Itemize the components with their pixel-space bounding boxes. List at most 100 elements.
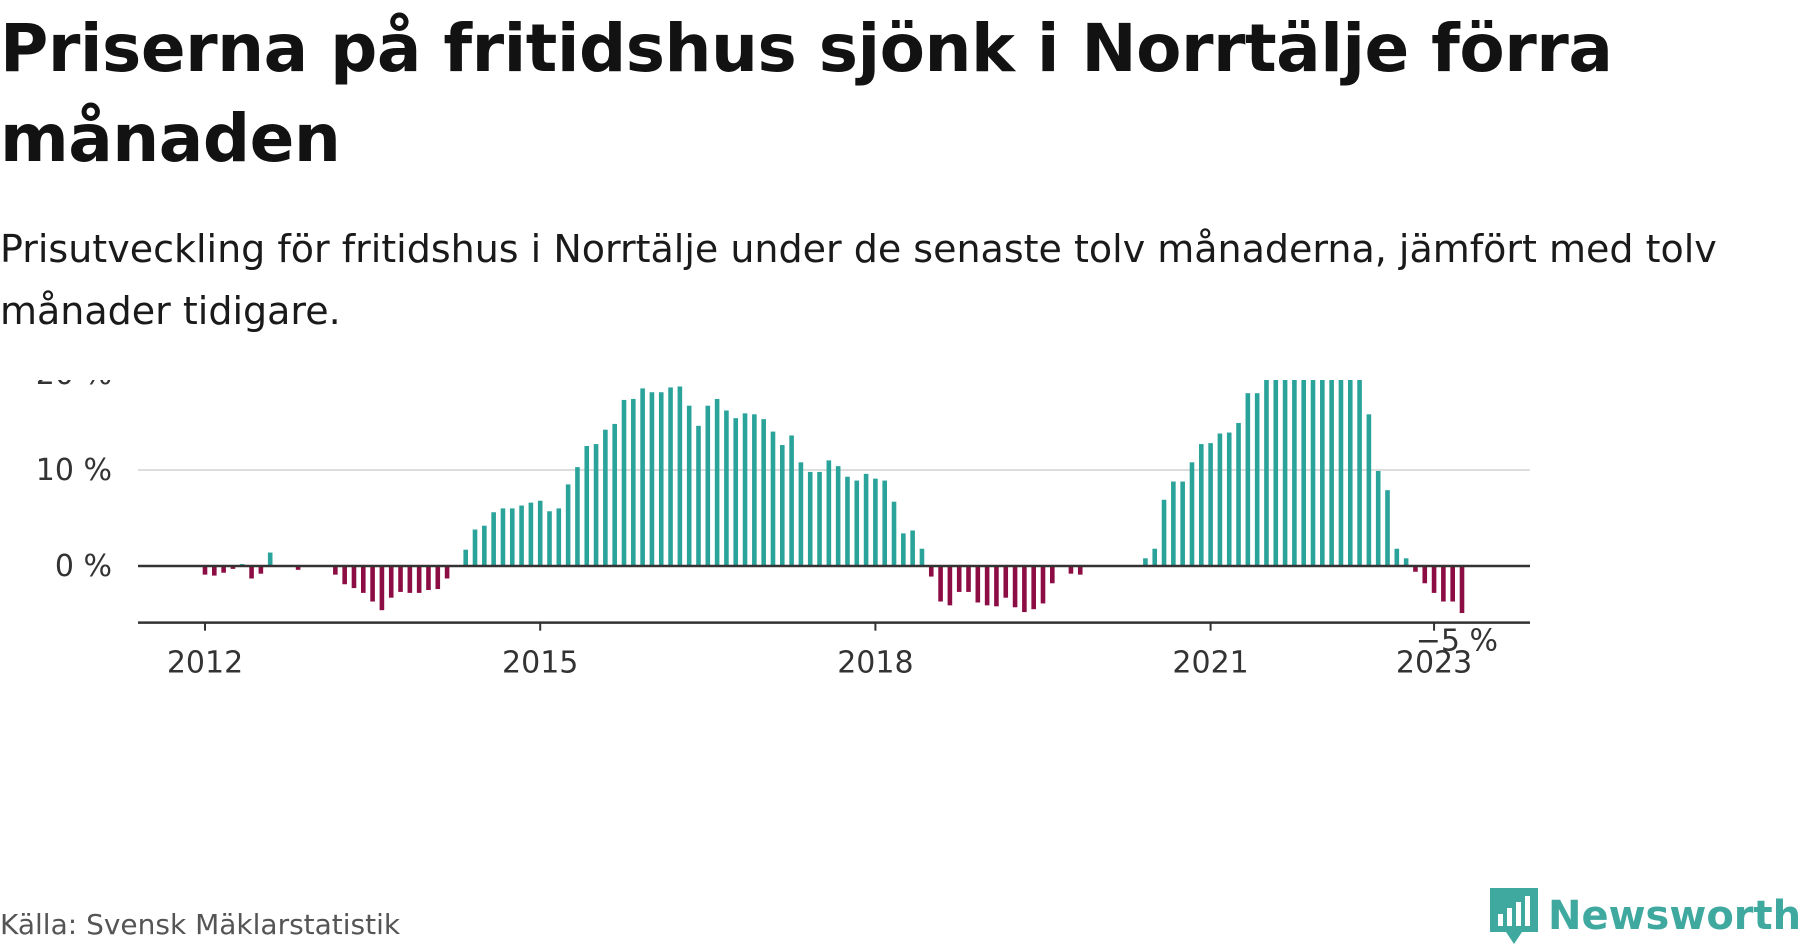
bar: [547, 511, 552, 566]
bar: [1236, 422, 1241, 566]
bar: [603, 429, 608, 566]
bar: [267, 552, 273, 566]
chart: 0 % 10 % 20 % 2012 2015 2018 2021 2023−5 %: [36, 380, 1530, 681]
bar: [658, 392, 664, 566]
bar: [817, 471, 822, 566]
bar: [407, 566, 413, 593]
bar: [1301, 380, 1307, 566]
bar: [1320, 380, 1325, 566]
bar: [724, 410, 729, 566]
brand-logo[interactable]: Newsworthy: [1488, 886, 1800, 946]
bar: [1161, 499, 1167, 566]
bar: [1292, 380, 1297, 566]
bar: [1217, 433, 1223, 566]
bar: [770, 431, 776, 566]
bar: [761, 419, 766, 566]
bar: [845, 476, 850, 566]
bar: [631, 398, 636, 566]
bar: [416, 566, 422, 593]
bar: [975, 566, 981, 603]
bar: [677, 386, 683, 566]
bar: [1431, 566, 1437, 593]
bar: [202, 566, 208, 575]
bar: [565, 484, 571, 566]
bar: [370, 566, 375, 602]
bar: [621, 399, 627, 566]
bar: [994, 566, 999, 607]
bar: [882, 480, 888, 566]
bar: [947, 566, 953, 606]
bar: [649, 392, 655, 566]
bar: [593, 444, 599, 566]
bar: [584, 446, 590, 566]
bar: [212, 566, 217, 576]
bar: [1050, 566, 1055, 584]
y-tick-label: 10 %: [36, 453, 112, 488]
bar: [556, 508, 562, 566]
bar: [891, 501, 897, 566]
bar: [230, 566, 236, 569]
bar: [910, 530, 915, 566]
bar: [966, 566, 971, 592]
brand-name: Newsworthy: [1548, 893, 1800, 939]
bar: [435, 566, 441, 590]
bar: [984, 566, 990, 606]
bar: [1413, 566, 1418, 572]
bar: [1022, 566, 1027, 613]
bar: [463, 549, 469, 566]
bar: [500, 508, 506, 566]
bar: [1450, 566, 1455, 602]
bar: [640, 388, 645, 566]
bar: [482, 525, 487, 566]
bar: [509, 508, 515, 566]
bar: [1068, 566, 1074, 574]
bar: [575, 467, 580, 566]
newsworthy-logo-icon: [1490, 888, 1538, 944]
bar: [1459, 566, 1465, 614]
bar: [696, 425, 701, 566]
bar: [714, 398, 720, 566]
last-value-label: −5 %: [1416, 624, 1498, 659]
bar: [1031, 566, 1036, 610]
bar: [1366, 414, 1372, 566]
bar: [798, 462, 804, 566]
bar: [1226, 432, 1232, 566]
bar: [826, 460, 832, 566]
bar: [612, 423, 617, 566]
bar: [1357, 380, 1362, 566]
x-tick-label: 2018: [837, 646, 913, 681]
bar: [901, 533, 906, 566]
x-tick-label: 2012: [167, 646, 243, 681]
bar: [779, 445, 785, 566]
bar: [1245, 393, 1251, 566]
bar: [258, 566, 264, 574]
bar: [360, 566, 366, 593]
bar: [1422, 566, 1428, 584]
bar: [1254, 393, 1260, 566]
bar: [1198, 444, 1204, 566]
bar: [221, 566, 226, 573]
bar: [807, 471, 813, 566]
bar: [919, 548, 925, 566]
grid-layer: [138, 469, 1530, 471]
bar: [528, 502, 534, 566]
bar: [1143, 558, 1148, 566]
bar: [1310, 380, 1316, 566]
bar: [733, 418, 739, 566]
bar: [1171, 481, 1176, 566]
x-tick-label: 2023: [1396, 646, 1472, 681]
bar: [491, 512, 496, 566]
bar: [1403, 558, 1409, 566]
bar: [1077, 566, 1083, 575]
bar: [342, 566, 347, 585]
bar: [1338, 380, 1344, 566]
bar: [752, 414, 757, 566]
bar: [537, 500, 543, 566]
x-tick-label: 2021: [1172, 646, 1248, 681]
bar: [1375, 470, 1381, 566]
bar: [426, 566, 431, 590]
bar: [956, 566, 962, 592]
bar: [388, 566, 394, 598]
bar: [1208, 443, 1213, 566]
bars: [202, 380, 1465, 614]
